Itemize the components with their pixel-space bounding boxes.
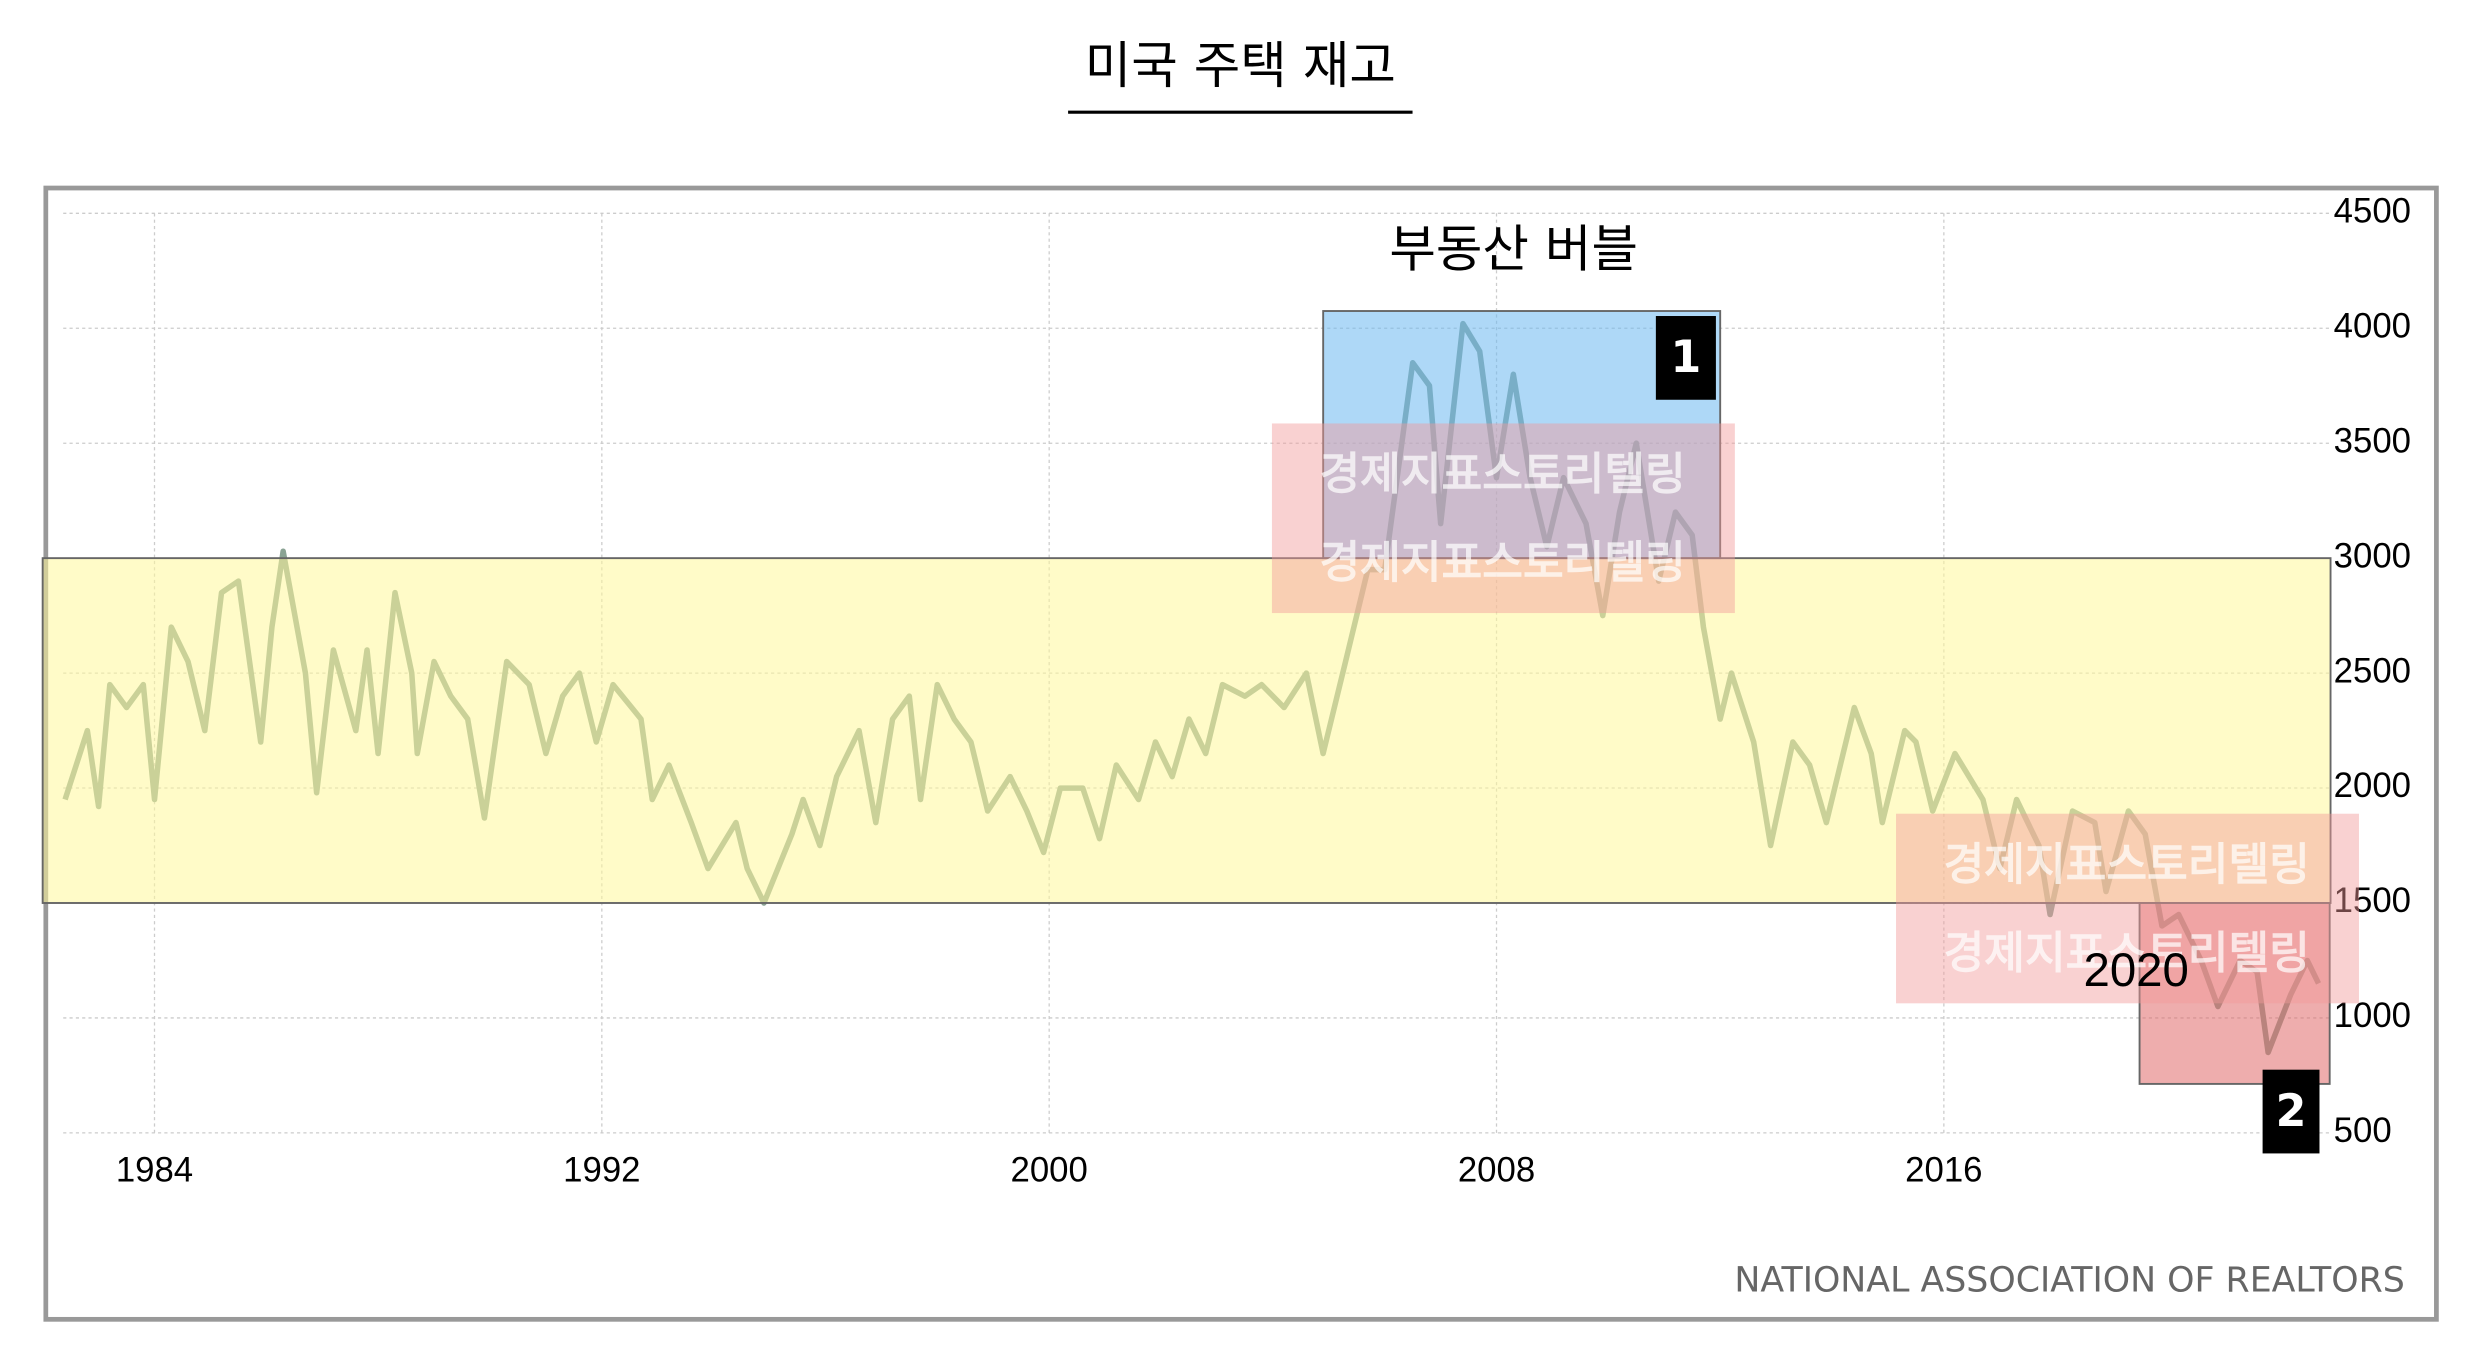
y-tick-label: 500 (2334, 1112, 2392, 1150)
y-tick-label: 2000 (2334, 767, 2411, 805)
x-tick-label: 1984 (116, 1152, 193, 1190)
y-tick-label: 3500 (2334, 422, 2411, 460)
highlight-box (41, 557, 2332, 904)
highlight-box (1322, 310, 1722, 560)
watermark: 경제지표스토리텔링 (1319, 538, 1685, 589)
x-tick-label: 1992 (563, 1152, 640, 1190)
marker-label: 1 (1670, 332, 1701, 383)
y-tick-label: 3000 (2334, 537, 2411, 575)
marker-label: 2 (2276, 1086, 2307, 1137)
watermark: 경제지표스토리텔링 (1319, 449, 1685, 500)
y-tick-label: 4000 (2334, 307, 2411, 345)
x-tick-label: 2008 (1458, 1152, 1535, 1190)
chart-title: 미국 주택 재고 (1085, 36, 1396, 95)
marker-label: 2020 (2083, 944, 2188, 997)
annotation: 부동산 버블 (1389, 219, 1638, 278)
marker-box (1655, 316, 1716, 400)
source: NATIONAL ASSOCIATION OF REALTORS (1734, 1260, 2404, 1300)
watermark-bg (1271, 423, 1735, 614)
watermark: 경제지표스토리텔링 (1944, 839, 2310, 890)
y-tick-label: 2500 (2334, 652, 2411, 690)
y-tick-label: 1000 (2334, 997, 2411, 1035)
marker-box (2262, 1069, 2320, 1154)
watermark: 경제지표스토리텔링 (1944, 928, 2310, 979)
y-tick-label: 4500 (2334, 192, 2411, 230)
watermark-bg (1896, 813, 2359, 1004)
x-tick-label: 2000 (1011, 1152, 1088, 1190)
x-tick-label: 2016 (1905, 1152, 1982, 1190)
y-tick-label: 1500 (2334, 882, 2411, 920)
highlight-box (2138, 902, 2331, 1085)
